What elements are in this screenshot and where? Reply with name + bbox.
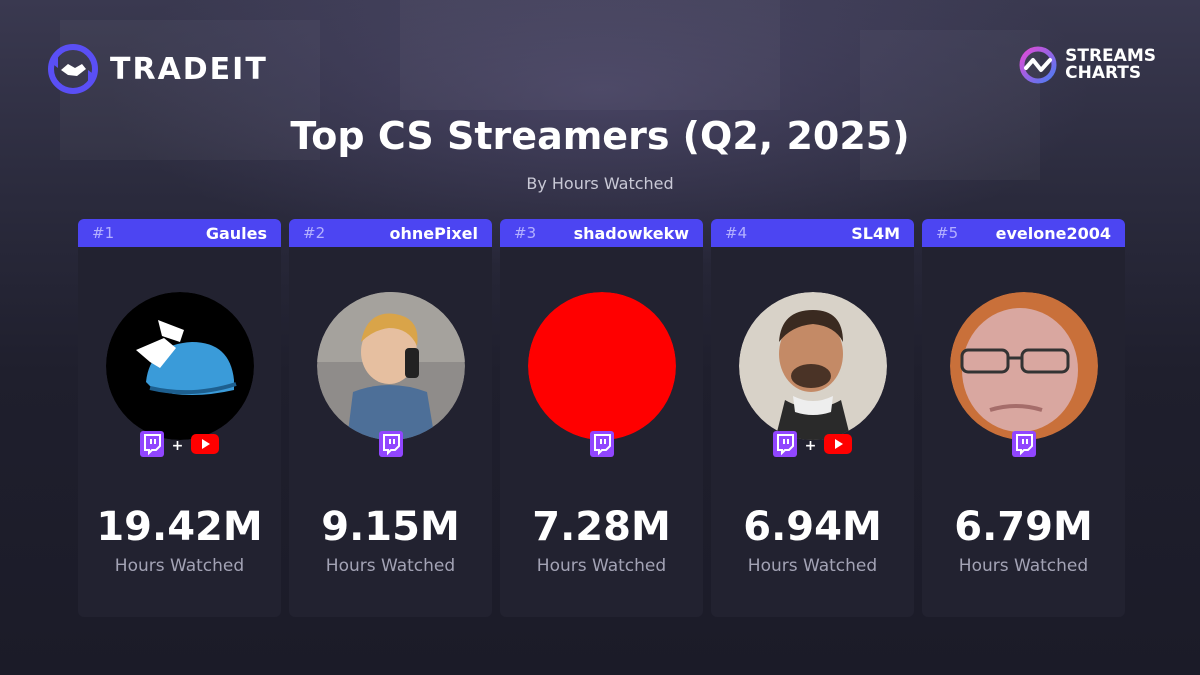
plus-icon: + <box>171 438 184 454</box>
card-header: #3 shadowkekw <box>500 219 703 247</box>
streamer-avatar <box>738 292 887 440</box>
streamer-card: #5 evelone2004 6.79M Hours Watched <box>922 219 1125 617</box>
tradeit-logo: TRADEIT <box>46 42 268 96</box>
streamer-name: SL4M <box>851 223 900 243</box>
twitch-icon <box>1011 431 1036 461</box>
brand-right-text: STREAMS CHARTS <box>1065 46 1156 83</box>
rank-label: #5 <box>936 224 959 242</box>
rank-label: #4 <box>725 224 748 242</box>
handshake-icon <box>46 42 100 96</box>
streams-charts-icon <box>1019 46 1057 84</box>
hours-label: Hours Watched <box>536 556 667 576</box>
hours-label: Hours Watched <box>958 556 1089 576</box>
streamer-cards: #1 Gaules +19.42M Hours Watched #2 ohnePixel 9… <box>78 219 1125 617</box>
brand-left-text: TRADEIT <box>110 51 268 87</box>
streamer-avatar <box>316 292 465 440</box>
platform-icons <box>289 431 492 461</box>
streamer-card: #1 Gaules +19.42M Hours Watched <box>78 219 281 617</box>
platform-icons: + <box>711 431 914 461</box>
card-header: #5 evelone2004 <box>922 219 1125 247</box>
hours-value: 9.15M <box>321 504 460 550</box>
hours-label: Hours Watched <box>114 556 245 576</box>
rank-label: #2 <box>303 224 326 242</box>
plus-icon: + <box>804 438 817 454</box>
hours-label: Hours Watched <box>747 556 878 576</box>
chart-subtitle: By Hours Watched <box>526 174 674 193</box>
streamer-card: #3 shadowkekw 7.28M Hours Watched <box>500 219 703 617</box>
hours-value: 6.94M <box>743 504 882 550</box>
platform-icons <box>500 431 703 461</box>
streamer-avatar <box>105 292 254 440</box>
card-header: #4 SL4M <box>711 219 914 247</box>
twitch-icon <box>589 431 614 461</box>
card-header: #2 ohnePixel <box>289 219 492 247</box>
hours-label: Hours Watched <box>325 556 456 576</box>
streams-charts-logo: STREAMS CHARTS <box>1019 46 1156 84</box>
hours-value: 6.79M <box>954 504 1093 550</box>
youtube-icon <box>191 434 220 458</box>
card-header: #1 Gaules <box>78 219 281 247</box>
streamer-name: shadowkekw <box>573 223 689 243</box>
streamer-card: #2 ohnePixel 9.15M Hours Watched <box>289 219 492 617</box>
platform-icons <box>922 431 1125 461</box>
streamer-name: Gaules <box>205 223 267 243</box>
twitch-icon <box>378 431 403 461</box>
rank-label: #1 <box>92 224 115 242</box>
hours-value: 19.42M <box>96 504 263 550</box>
streamer-card: #4 SL4M +6.94M Hours Watched <box>711 219 914 617</box>
twitch-icon <box>139 431 164 461</box>
chart-title: Top CS Streamers (Q2, 2025) <box>290 114 910 158</box>
youtube-icon <box>824 434 853 458</box>
hours-value: 7.28M <box>532 504 671 550</box>
streamer-avatar <box>949 292 1098 440</box>
twitch-icon <box>772 431 797 461</box>
platform-icons: + <box>78 431 281 461</box>
streamer-name: ohnePixel <box>389 223 479 243</box>
rank-label: #3 <box>514 224 537 242</box>
streamer-avatar <box>527 292 676 440</box>
streamer-name: evelone2004 <box>995 223 1111 243</box>
